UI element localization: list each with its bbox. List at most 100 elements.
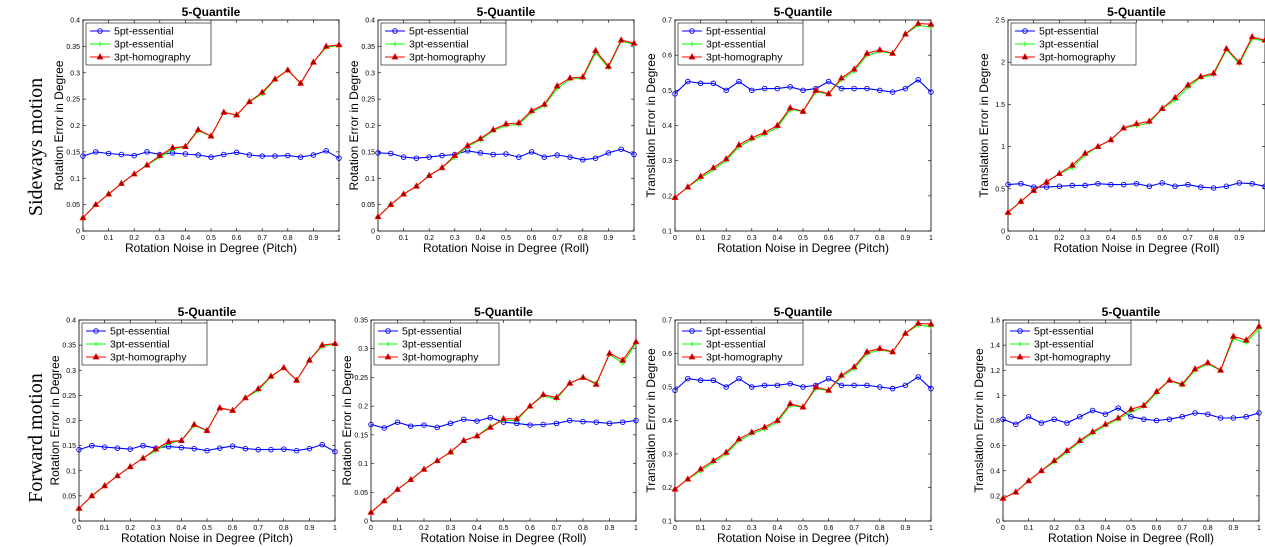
data-point-5pt-essential — [217, 445, 223, 451]
data-point-5pt-essential — [877, 87, 883, 94]
data-point-5pt-essential — [89, 442, 95, 449]
data-point-5pt-essential — [1243, 413, 1249, 420]
data-point-5pt-essential — [838, 382, 845, 389]
data-point-3pt-homography — [526, 402, 534, 409]
y-tick-label: 0.25 — [361, 97, 375, 104]
x-tick-label: 0.1 — [1029, 235, 1039, 242]
legend-label-3pt-homography: 3pt-homography — [110, 352, 187, 364]
x-tick-label: 0.1 — [393, 525, 403, 532]
data-point-5pt-essential — [787, 380, 793, 387]
data-point-5pt-essential — [191, 445, 197, 452]
x-tick-label: 0.6 — [1157, 235, 1167, 242]
data-point-3pt-homography — [412, 182, 420, 189]
data-point-5pt-essential — [140, 442, 146, 449]
chart-title: 5-Quantile — [474, 305, 533, 319]
data-point-5pt-essential — [127, 446, 133, 452]
data-point-3pt-homography — [709, 163, 717, 171]
data-point-3pt-homography — [1133, 119, 1140, 127]
data-point-5pt-essential — [306, 445, 313, 452]
data-point-3pt-homography — [1171, 93, 1179, 101]
legend-marker-3pt-essential — [1017, 341, 1023, 347]
data-point-5pt-essential — [1082, 182, 1088, 189]
x-tick-label: 0.5 — [798, 235, 808, 242]
data-point-3pt-homography — [165, 437, 173, 445]
series-line-5pt-essential — [82, 150, 340, 159]
data-point-5pt-essential — [1249, 180, 1255, 187]
data-point-3pt-homography — [1012, 488, 1020, 495]
legend-marker-3pt-homography — [384, 353, 392, 360]
data-point-5pt-essential — [800, 87, 806, 94]
data-point-3pt-homography — [1204, 358, 1212, 366]
data-point-3pt-homography — [1165, 376, 1173, 383]
data-point-3pt-homography — [271, 75, 279, 82]
data-point-3pt-homography — [999, 494, 1007, 501]
data-point-5pt-essential — [487, 414, 494, 421]
x-tick-label: 0.2 — [125, 525, 135, 532]
y-tick-label: 0.35 — [62, 343, 76, 350]
data-point-3pt-homography — [1127, 405, 1135, 412]
x-tick-label: 0 — [1001, 525, 1005, 532]
legend-label-3pt-essential: 3pt-essential — [706, 39, 766, 51]
y-tick-label: 0 — [1001, 229, 1005, 236]
data-point-3pt-homography — [126, 462, 134, 470]
data-point-5pt-essential — [1230, 415, 1237, 421]
y-tick-label: 0.6 — [990, 443, 1000, 450]
x-tick-label: 0.8 — [875, 235, 885, 242]
data-point-3pt-homography — [1235, 58, 1243, 65]
data-point-3pt-homography — [617, 36, 625, 43]
legend-label-5pt-essential: 5pt-essential — [1034, 326, 1094, 338]
x-tick-label: 0 — [77, 525, 81, 532]
x-axis-label: Rotation Noise in Degree (Pitch) — [121, 531, 293, 545]
legend-label-3pt-essential: 3pt-essential — [706, 339, 766, 351]
data-point-3pt-homography — [105, 190, 113, 197]
data-point-5pt-essential — [1038, 420, 1045, 426]
y-tick-label: 0.7 — [662, 318, 672, 325]
y-tick-label: 0.35 — [361, 44, 375, 51]
y-tick-label: 0 — [364, 519, 368, 526]
y-tick-label: 0.15 — [354, 432, 368, 439]
legend-label-3pt-essential: 3pt-essential — [114, 39, 174, 51]
legend-marker-3pt-essential — [689, 41, 695, 47]
data-point-3pt-homography — [1217, 366, 1225, 373]
y-tick-label: 0.15 — [62, 443, 76, 450]
data-point-5pt-essential — [93, 149, 99, 155]
data-point-5pt-essential — [1217, 415, 1224, 421]
x-tick-label: 0.7 — [849, 525, 859, 532]
data-point-5pt-essential — [1051, 416, 1057, 422]
data-point-5pt-essential — [297, 154, 304, 160]
data-point-5pt-essential — [439, 152, 445, 159]
data-point-5pt-essential — [1197, 184, 1204, 190]
data-point-5pt-essential — [697, 80, 704, 87]
legend-marker-3pt-homography — [688, 353, 696, 360]
data-point-5pt-essential — [723, 384, 729, 390]
x-tick-label: 0.7 — [257, 235, 267, 242]
chart-4: 0 0.1 0.2 0.3 0.4 0.5 0.6 0.7 0.8 0.9 0 0.5 1 1.5 2 2.5… — [977, 5, 1265, 255]
y-tick-label: 0.7 — [662, 18, 672, 25]
data-point-3pt-homography — [1191, 365, 1199, 372]
x-tick-label: 0.5 — [798, 525, 808, 532]
y-tick-label: 0.2 — [66, 418, 76, 425]
chart-title: 5-Quantile — [477, 5, 536, 19]
y-tick-label: 0.05 — [62, 493, 76, 500]
chart-title: 5-Quantile — [182, 5, 241, 19]
x-tick-label: 0.7 — [1177, 525, 1187, 532]
data-point-5pt-essential — [182, 151, 189, 157]
data-point-5pt-essential — [1077, 413, 1083, 420]
data-point-3pt-homography — [748, 428, 756, 435]
data-point-3pt-homography — [812, 86, 820, 93]
y-tick-label: 0.25 — [354, 375, 368, 382]
data-point-5pt-essential — [1013, 421, 1019, 428]
y-tick-label: 1.2 — [990, 368, 1000, 375]
data-point-3pt-homography — [216, 404, 224, 411]
data-point-3pt-homography — [220, 108, 228, 115]
data-point-3pt-homography — [735, 435, 743, 442]
data-point-3pt-homography — [473, 432, 481, 439]
data-point-3pt-homography — [1004, 208, 1012, 215]
y-tick-label: 2 — [1001, 60, 1005, 67]
y-tick-label: 0.05 — [354, 490, 368, 497]
legend-label-3pt-homography: 3pt-homography — [706, 52, 783, 64]
data-point-5pt-essential — [1179, 413, 1185, 420]
